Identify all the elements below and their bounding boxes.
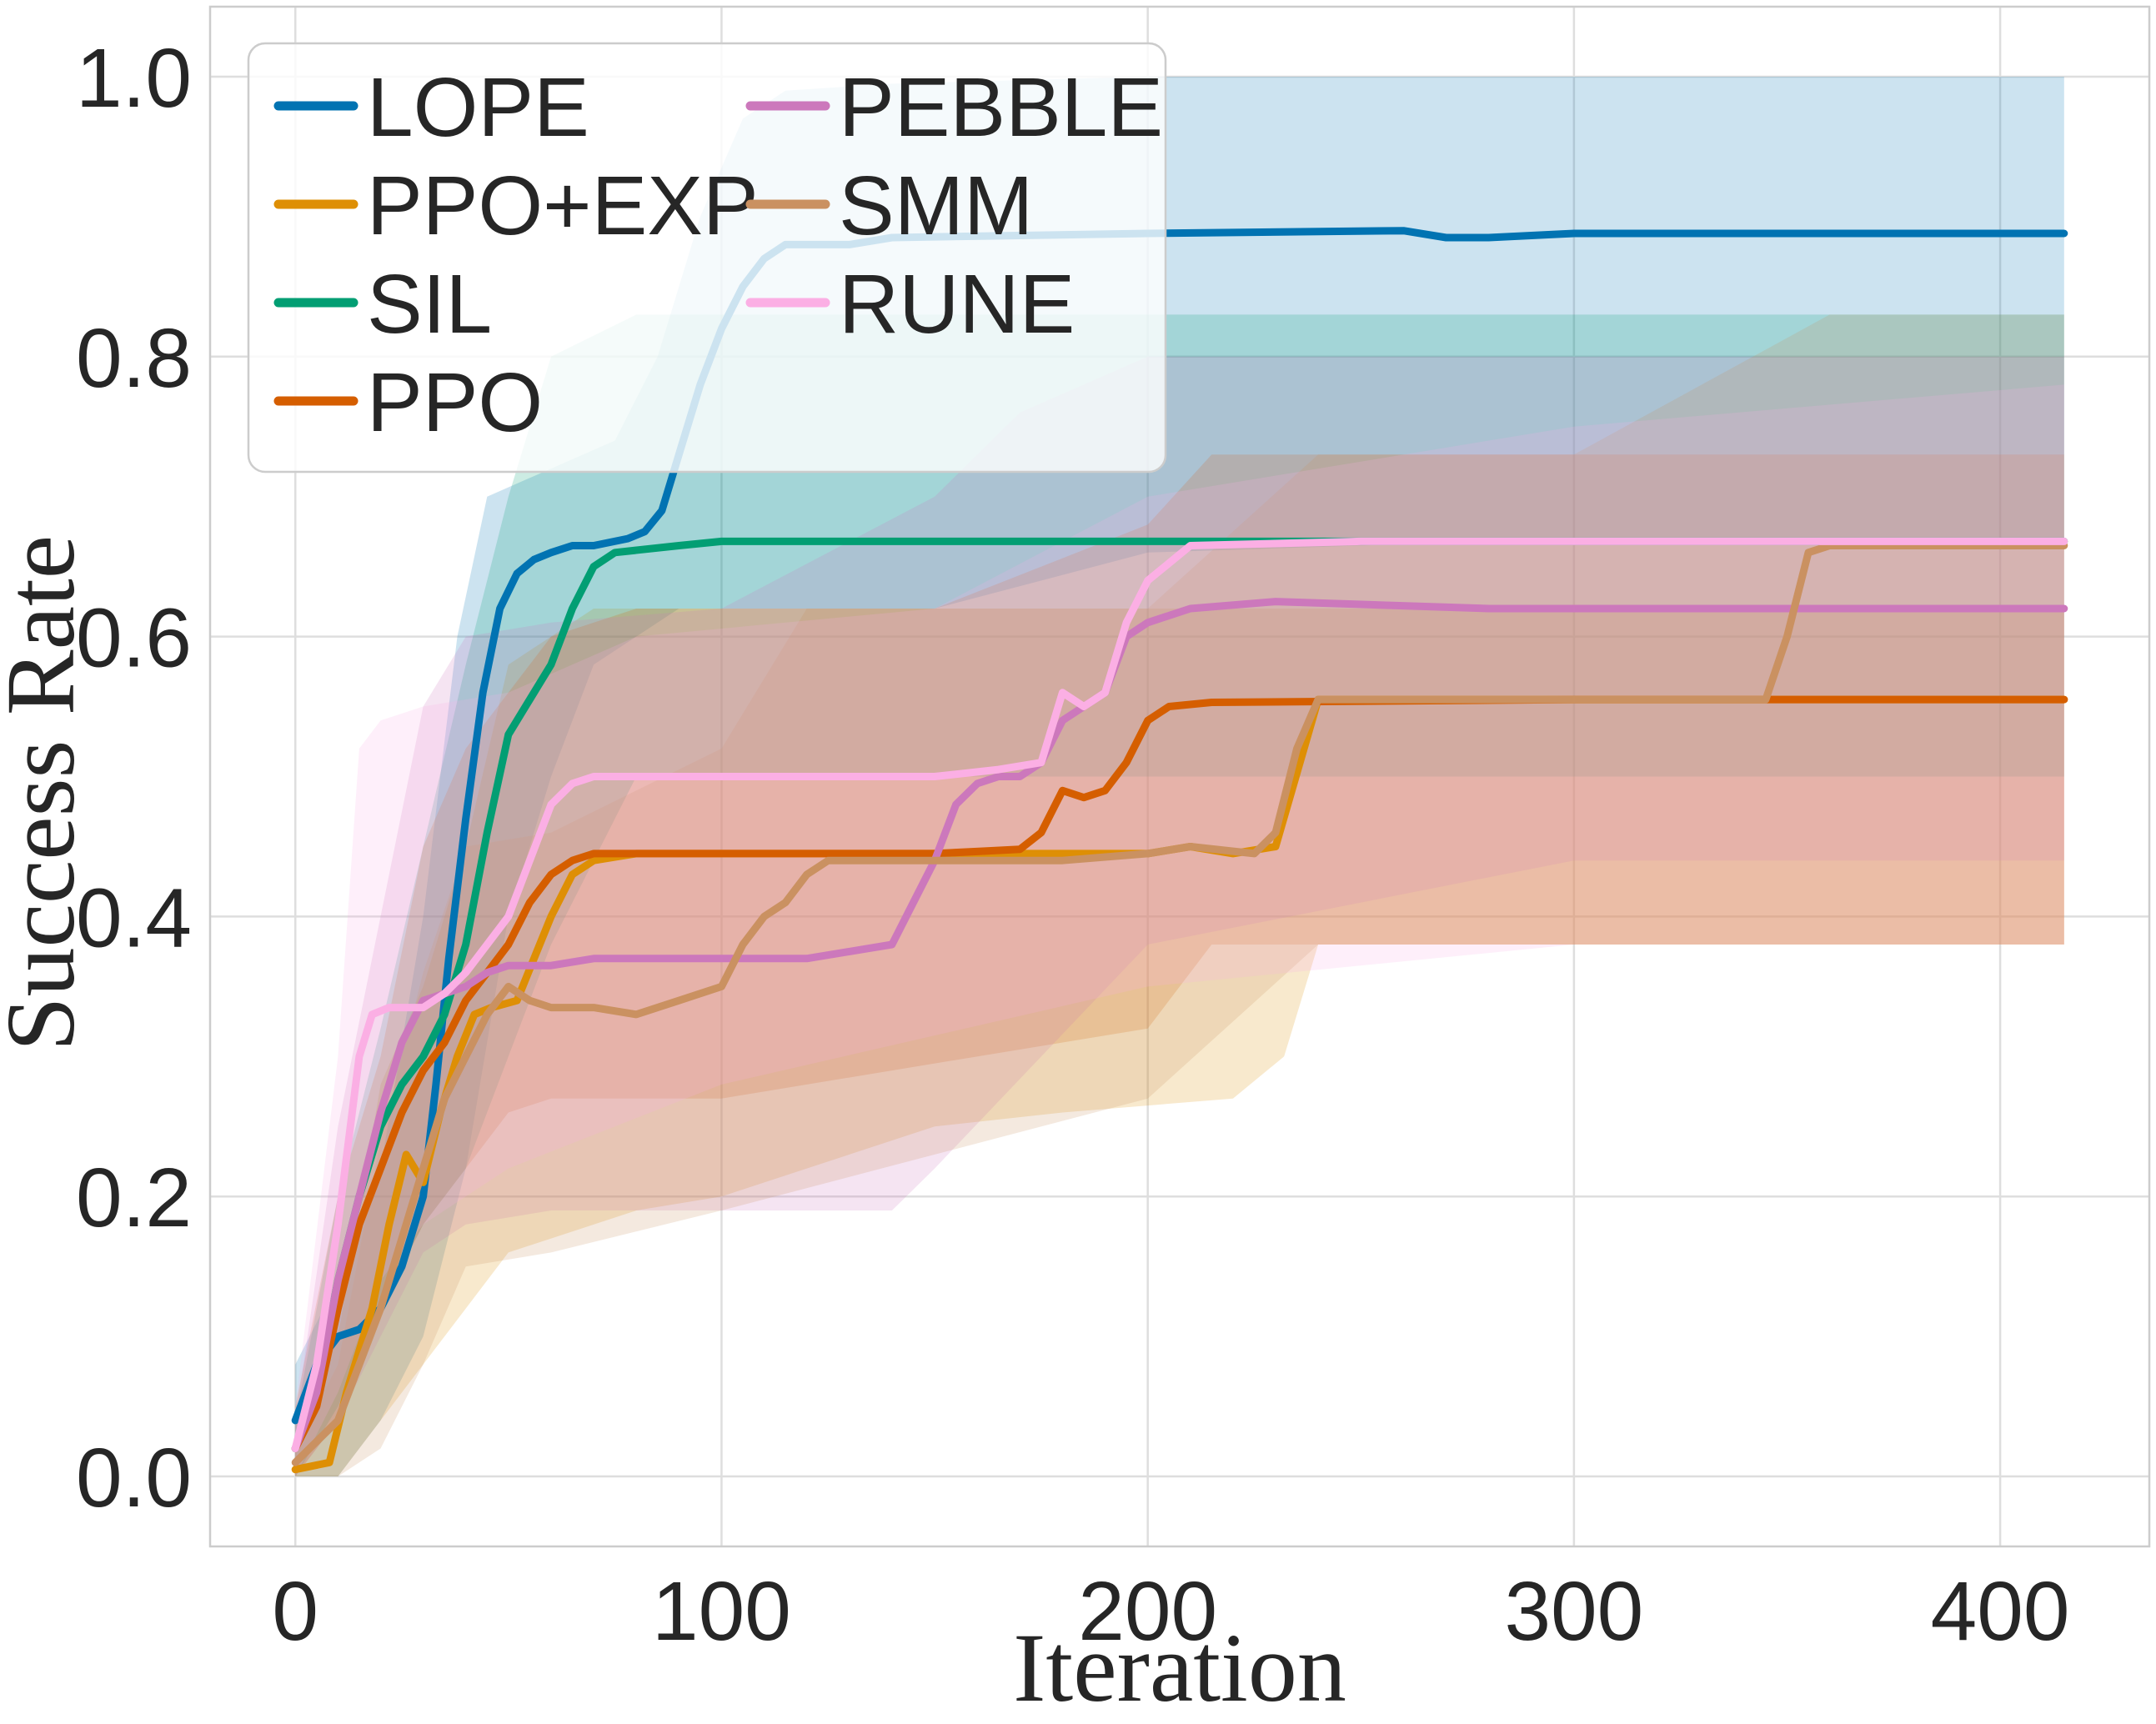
y-tick-labels: 0.0 0.2 0.4 0.6 0.8 1.0 — [76, 32, 192, 1525]
plot-frame — [208, 5, 2151, 1548]
pebble-confidence-band — [295, 356, 2064, 1476]
ppo-exp-line — [291, 695, 2068, 1474]
series-lines — [291, 227, 2068, 1474]
y-tick-label: 0.6 — [76, 592, 192, 685]
ppo-exp-confidence-band — [295, 609, 2064, 1476]
ppo-exp-legend-label: PPO+EXP — [367, 159, 759, 253]
y-axis-title: Success Rate — [0, 535, 95, 1051]
rune-line — [291, 537, 2068, 1452]
y-tick-label: 1.0 — [76, 32, 192, 125]
y-tick-label: 0.0 — [76, 1431, 192, 1525]
x-tick-label: 300 — [1504, 1565, 1643, 1658]
ppo-legend-label: PPO — [367, 356, 543, 449]
y-tick-label: 0.2 — [76, 1151, 192, 1245]
y-tick-label: 0.4 — [76, 871, 192, 965]
legend-box — [247, 42, 1167, 474]
x-tick-labels: 0 100 200 300 400 — [272, 1565, 2069, 1658]
x-tick-label: 400 — [1931, 1565, 2070, 1658]
ppo-confidence-band — [295, 454, 2064, 1476]
y-tick-label: 0.8 — [76, 312, 192, 405]
smm-line — [291, 542, 2068, 1466]
pebble-line — [291, 598, 2068, 1452]
pebble-legend-label: PEBBLE — [839, 61, 1163, 154]
x-tick-label: 100 — [652, 1565, 791, 1658]
sil-legend-label: SIL — [367, 258, 492, 351]
x-axis-title: Iteration — [1013, 1613, 1346, 1722]
rune-legend-label: RUNE — [839, 258, 1075, 351]
x-tick-label: 0 — [272, 1565, 318, 1658]
smm-legend-label: SMM — [839, 159, 1033, 253]
ppo-line — [291, 695, 2068, 1452]
x-tick-label: 200 — [1078, 1565, 1217, 1658]
rune-confidence-band — [295, 384, 2064, 1476]
lope-legend-label: LOPE — [367, 61, 589, 154]
